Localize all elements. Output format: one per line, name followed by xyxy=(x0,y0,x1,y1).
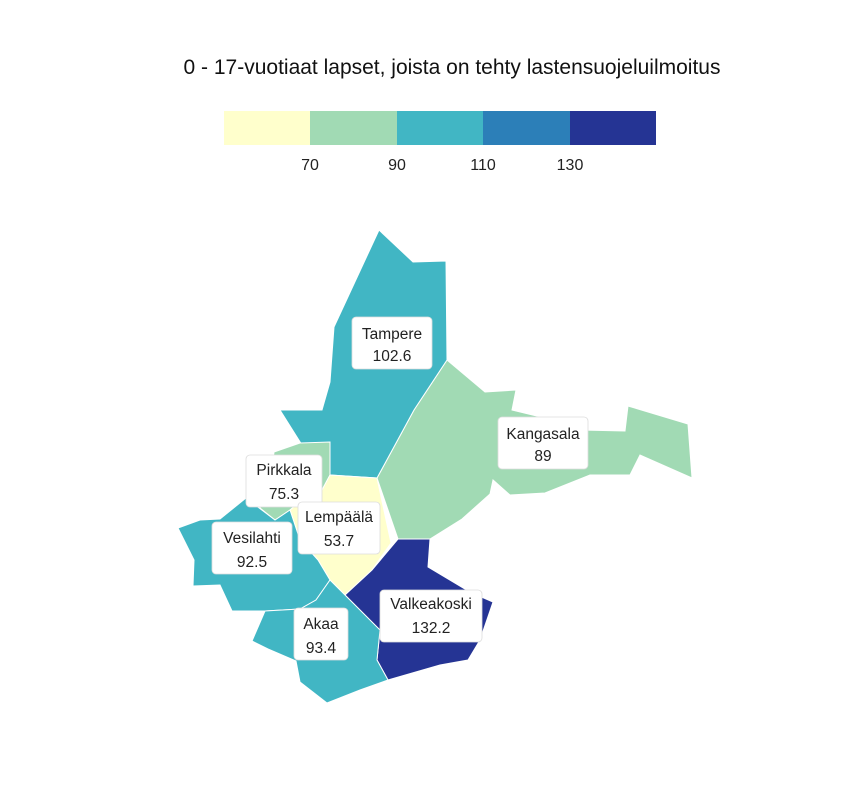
legend-bin xyxy=(224,111,310,145)
legend-bin xyxy=(397,111,483,145)
legend-bin xyxy=(310,111,397,145)
region-name: Akaa xyxy=(303,616,339,633)
legend-tick: 70 xyxy=(301,157,319,174)
region-name: Lempäälä xyxy=(305,509,373,526)
region-value: 102.6 xyxy=(373,348,412,365)
label-pirkkala: Pirkkala 75.3 xyxy=(245,454,323,508)
region-value: 132.2 xyxy=(412,620,451,637)
label-tampere: Tampere 102.6 xyxy=(351,316,433,370)
map-title: 0 - 17-vuotiaat lapset, joista on tehty … xyxy=(183,56,721,79)
region-name: Kangasala xyxy=(506,426,580,443)
label-akaa: Akaa 93.4 xyxy=(293,607,349,661)
region-labels: Tampere 102.6 Kangasala 89 Pirkkala 75.3… xyxy=(211,316,589,661)
label-valkeakoski: Valkeakoski 132.2 xyxy=(379,589,483,643)
label-vesilahti: Vesilahti 92.5 xyxy=(211,521,293,575)
label-kangasala: Kangasala 89 xyxy=(497,416,589,470)
region-value: 53.7 xyxy=(324,533,354,550)
legend-bin xyxy=(570,111,656,145)
region-value: 75.3 xyxy=(269,486,299,503)
legend-bin xyxy=(483,111,570,145)
label-lempaala: Lempäälä 53.7 xyxy=(297,501,381,555)
legend-tick: 90 xyxy=(388,157,406,174)
region-name: Valkeakoski xyxy=(390,596,472,613)
legend-tick: 130 xyxy=(557,157,584,174)
region-value: 89 xyxy=(534,448,551,465)
region-value: 92.5 xyxy=(237,554,267,571)
region-name: Vesilahti xyxy=(223,530,281,547)
region-value: 93.4 xyxy=(306,640,337,657)
region-name: Tampere xyxy=(362,326,422,343)
legend-tick: 110 xyxy=(470,157,496,174)
region-name: Pirkkala xyxy=(256,462,312,479)
legend: 70 90 110 130 xyxy=(224,111,656,174)
